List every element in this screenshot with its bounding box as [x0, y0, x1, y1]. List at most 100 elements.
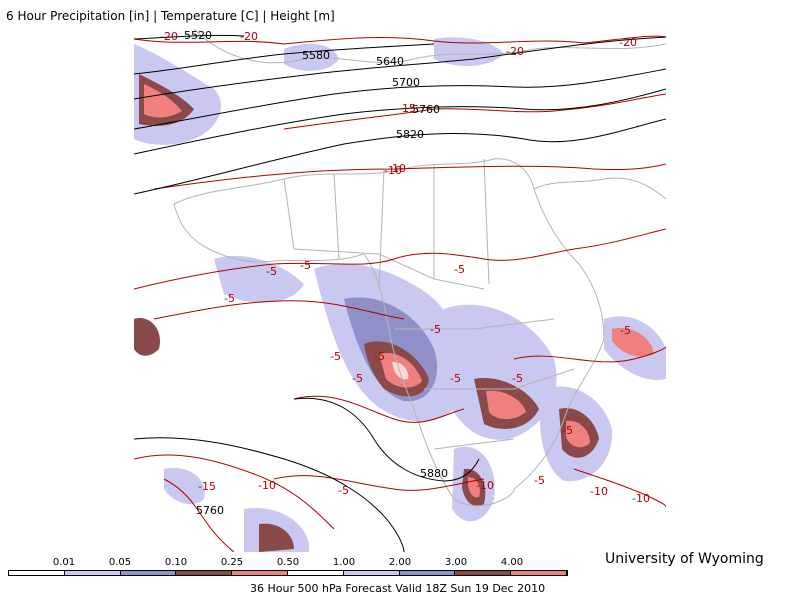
- precip-area-nw-heavy: [144, 84, 182, 118]
- temp-label-20: -10: [258, 479, 276, 492]
- border-2: [333, 173, 340, 260]
- legend-swatch: [343, 571, 400, 575]
- legend-swatch: [399, 571, 456, 575]
- legend-swatch: [176, 571, 233, 575]
- temp-label-16: -5: [620, 324, 631, 337]
- legend-threshold: 4.00: [500, 557, 524, 568]
- height-label-5760: 5760: [412, 103, 440, 116]
- temp-contour-minus5-c: [293, 395, 465, 423]
- temp-contour-minus15-south: [163, 478, 235, 552]
- height-label-5760-south: 5760: [196, 504, 224, 517]
- legend-threshold: 0.05: [108, 557, 132, 568]
- temp-contour-minus10-se: [573, 468, 666, 508]
- height-contours: [134, 34, 666, 552]
- precip-area-south-heavy: [467, 477, 480, 498]
- legend-swatch: [9, 571, 65, 575]
- precipitation-layer: [134, 37, 666, 552]
- temp-label-14: -5: [450, 372, 461, 385]
- temp-label-17: -5: [562, 424, 573, 437]
- map-title: 6 Hour Precipitation [in] | Temperature …: [6, 9, 335, 23]
- height-contour-5820: [134, 118, 666, 195]
- temp-label-4: -15: [398, 102, 416, 115]
- temp-contour-minus5-d: [513, 346, 666, 363]
- temp-label-12: -5: [374, 350, 385, 363]
- temp-label-19: -5: [338, 484, 349, 497]
- precip-area-south-east-heavy: [566, 420, 590, 448]
- legend-swatch: [287, 571, 344, 575]
- forecast-map: 5520 5580 5640 5700 5760 5820 5880 5760 …: [134, 29, 666, 552]
- temp-contour-minus20: [134, 35, 666, 45]
- temp-label-5: -10: [384, 164, 402, 177]
- precip-area-sw-south-dark: [259, 523, 294, 552]
- temp-contour-minus5-e: [273, 475, 485, 491]
- europe-coast: [193, 29, 666, 64]
- precip-area-west: [134, 318, 160, 356]
- height-contour-5580: [134, 43, 435, 75]
- temp-label-15: -5: [512, 372, 523, 385]
- temp-contour-minus10-south: [134, 454, 335, 530]
- coastline-west-africa: [173, 203, 365, 263]
- height-contour-5760: [134, 88, 666, 155]
- legend-swatch: [120, 571, 177, 575]
- height-label-5520: 5520: [184, 29, 212, 42]
- precip-area-west-light: [214, 255, 304, 303]
- temp-label-9: -5: [224, 292, 235, 305]
- precip-area-north-east: [434, 37, 504, 66]
- temp-contour-minus15: [283, 93, 666, 130]
- temp-label-13: -5: [352, 372, 363, 385]
- temp-label-1: -20: [240, 30, 258, 43]
- temp-contour-minus5-a: [134, 228, 666, 290]
- legend-threshold: 0.01: [52, 557, 76, 568]
- height-contour-5700: [134, 68, 666, 130]
- temp-label-23: -10: [590, 485, 608, 498]
- temp-contour-minus5-b: [153, 300, 405, 320]
- height-label-5820: 5820: [396, 128, 424, 141]
- legend-threshold: 2.00: [388, 557, 412, 568]
- legend-swatch: [455, 571, 512, 575]
- border-8: [424, 368, 575, 390]
- temp-label-10: -5: [430, 323, 441, 336]
- precip-area-far-east-dark: [612, 328, 654, 357]
- legend-threshold: 1.00: [332, 557, 356, 568]
- legend-threshold: 3.00: [444, 557, 468, 568]
- temp-label-11: -5: [330, 350, 341, 363]
- coastline-gulf: [363, 253, 455, 500]
- credit-text: University of Wyoming: [605, 551, 764, 567]
- temp-label-25: -10: [388, 162, 406, 175]
- precip-area-center-extreme: [392, 361, 409, 380]
- coastline-south: [453, 488, 515, 507]
- temp-label-8: -5: [454, 263, 465, 276]
- temp-contour-minus10: [153, 163, 666, 190]
- border-9: [433, 438, 515, 450]
- temp-label-18: -5: [534, 474, 545, 487]
- temp-label-22: -10: [476, 479, 494, 492]
- middle-east-coast: [533, 177, 666, 200]
- legend-threshold: 0.10: [164, 557, 188, 568]
- border-7: [394, 318, 555, 330]
- border-6: [293, 248, 435, 280]
- legend-color-bar: [8, 570, 568, 576]
- temp-label-7: -5: [300, 259, 311, 272]
- temp-label-24: -10: [632, 492, 650, 505]
- border-3: [378, 168, 385, 290]
- temp-label-0: -20: [160, 30, 178, 43]
- border-1: [283, 178, 295, 250]
- map-panel: 5520 5580 5640 5700 5760 5820 5880 5760 …: [134, 29, 666, 552]
- contour-labels: 5520 5580 5640 5700 5760 5820 5880 5760 …: [160, 29, 650, 517]
- temp-label-6: -5: [266, 265, 277, 278]
- height-contour-5880: [293, 397, 480, 482]
- forecast-valid-text: 36 Hour 500 hPa Forecast Valid 18Z Sun 1…: [250, 582, 546, 595]
- precip-area-sw: [164, 468, 205, 505]
- height-label-5880: 5880: [420, 467, 448, 480]
- legend-swatch: [511, 571, 567, 575]
- legend-swatch: [232, 571, 288, 575]
- border-5: [483, 158, 490, 285]
- height-contour-5760-south: [134, 437, 405, 552]
- precipitation-legend: 0.01 0.05 0.10 0.25 0.50 1.00 2.00 3.00 …: [8, 557, 568, 579]
- temp-label-3: -20: [619, 36, 637, 49]
- temp-label-2: -20: [506, 45, 524, 58]
- temperature-contours: [134, 35, 666, 552]
- height-contour-5640: [134, 36, 666, 100]
- height-contour-5520: [134, 34, 245, 40]
- height-label-5580: 5580: [302, 49, 330, 62]
